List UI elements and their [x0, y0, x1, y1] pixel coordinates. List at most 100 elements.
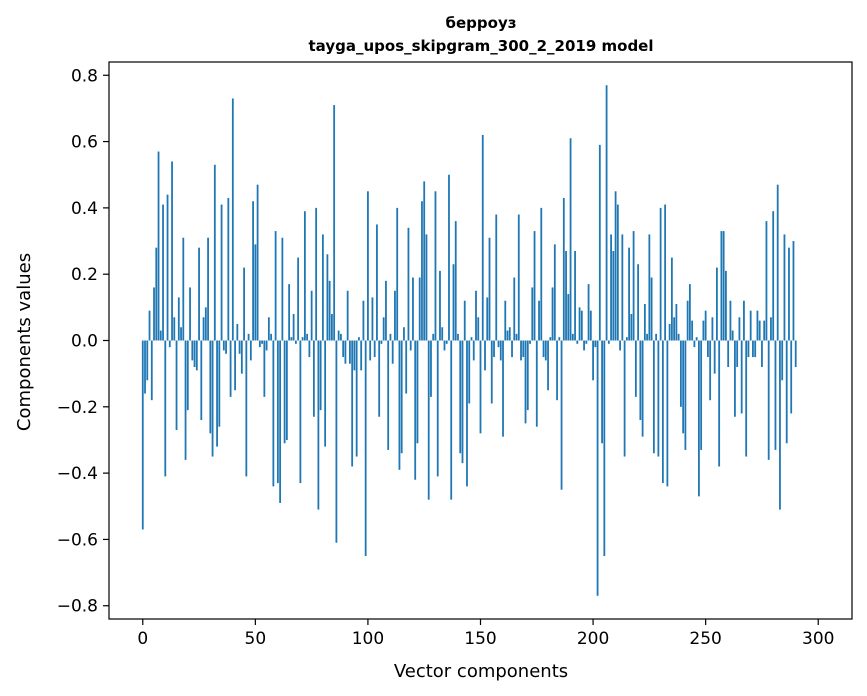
bar	[493, 340, 495, 358]
bar	[567, 294, 570, 341]
bar	[326, 254, 329, 341]
bar	[378, 340, 381, 417]
bar	[515, 333, 518, 341]
bar	[614, 191, 617, 341]
bar	[141, 340, 144, 530]
bar	[328, 280, 331, 341]
bar	[691, 320, 694, 341]
x-axis-label: Vector components	[394, 661, 568, 682]
bar	[272, 340, 275, 487]
bar	[704, 310, 707, 341]
bar	[389, 333, 392, 341]
bar	[337, 330, 340, 341]
bar	[222, 340, 225, 351]
bar	[346, 290, 349, 341]
bar	[781, 340, 784, 381]
bar	[164, 340, 167, 477]
bar	[342, 340, 345, 358]
bar	[351, 340, 354, 467]
bar	[270, 333, 273, 341]
bar	[349, 340, 351, 364]
bar	[146, 340, 149, 381]
bar	[416, 340, 419, 444]
bar	[628, 247, 630, 341]
bar	[369, 340, 372, 361]
bar	[466, 340, 468, 487]
bar	[407, 227, 410, 341]
bar	[261, 340, 263, 344]
bar	[583, 340, 585, 351]
bar	[240, 340, 243, 374]
bar	[382, 317, 385, 341]
bar	[450, 340, 453, 500]
bar	[650, 277, 653, 341]
bar	[256, 184, 259, 341]
bar	[770, 317, 772, 341]
bar	[587, 284, 590, 341]
bar	[452, 264, 455, 341]
bar	[761, 340, 763, 368]
bar	[772, 211, 775, 341]
bar	[506, 330, 509, 341]
bar	[508, 327, 511, 341]
bar	[303, 211, 306, 341]
bar	[686, 300, 689, 341]
bar	[592, 340, 594, 381]
bar	[756, 310, 759, 341]
bar	[677, 333, 680, 341]
bar	[585, 340, 588, 344]
bar	[283, 340, 286, 444]
bar	[520, 340, 522, 361]
bar	[589, 310, 592, 341]
bar	[297, 257, 300, 341]
bar	[544, 340, 547, 361]
bar	[227, 197, 230, 341]
x-tick-label: 0	[137, 629, 148, 649]
bar	[396, 207, 399, 341]
bar	[790, 340, 793, 414]
bar	[522, 340, 525, 358]
bar	[612, 250, 615, 341]
bar	[200, 340, 203, 421]
bar	[294, 340, 297, 344]
bar	[288, 284, 291, 341]
bar	[727, 340, 730, 368]
bar	[173, 317, 176, 341]
bar	[707, 340, 709, 358]
bar	[670, 257, 673, 341]
bar	[632, 231, 635, 341]
y-tick-label: 0.4	[71, 199, 98, 219]
bar	[576, 340, 579, 344]
bar	[634, 340, 637, 397]
y-tick-label: 0.0	[71, 332, 98, 352]
bar	[495, 214, 498, 341]
bar	[315, 207, 318, 341]
bar	[542, 340, 545, 358]
bar	[439, 270, 441, 341]
bar	[432, 333, 435, 341]
bar	[578, 307, 581, 341]
bar	[236, 323, 239, 341]
bar	[752, 340, 754, 358]
plot-frame	[108, 61, 853, 620]
bar	[754, 340, 757, 358]
bar	[191, 340, 194, 361]
y-tick-label: 0.8	[71, 66, 98, 86]
bar	[148, 310, 151, 341]
bar	[204, 307, 207, 341]
bar	[648, 234, 651, 341]
bar	[594, 340, 597, 348]
bar	[776, 184, 779, 341]
bar	[180, 327, 182, 341]
bar	[666, 340, 669, 487]
bar	[740, 340, 743, 414]
bar	[448, 174, 450, 341]
bar	[475, 290, 477, 341]
bar	[655, 333, 658, 341]
bar	[321, 234, 324, 341]
bar	[423, 181, 426, 341]
bar	[562, 197, 565, 341]
bar	[524, 340, 527, 424]
bar	[729, 300, 732, 341]
